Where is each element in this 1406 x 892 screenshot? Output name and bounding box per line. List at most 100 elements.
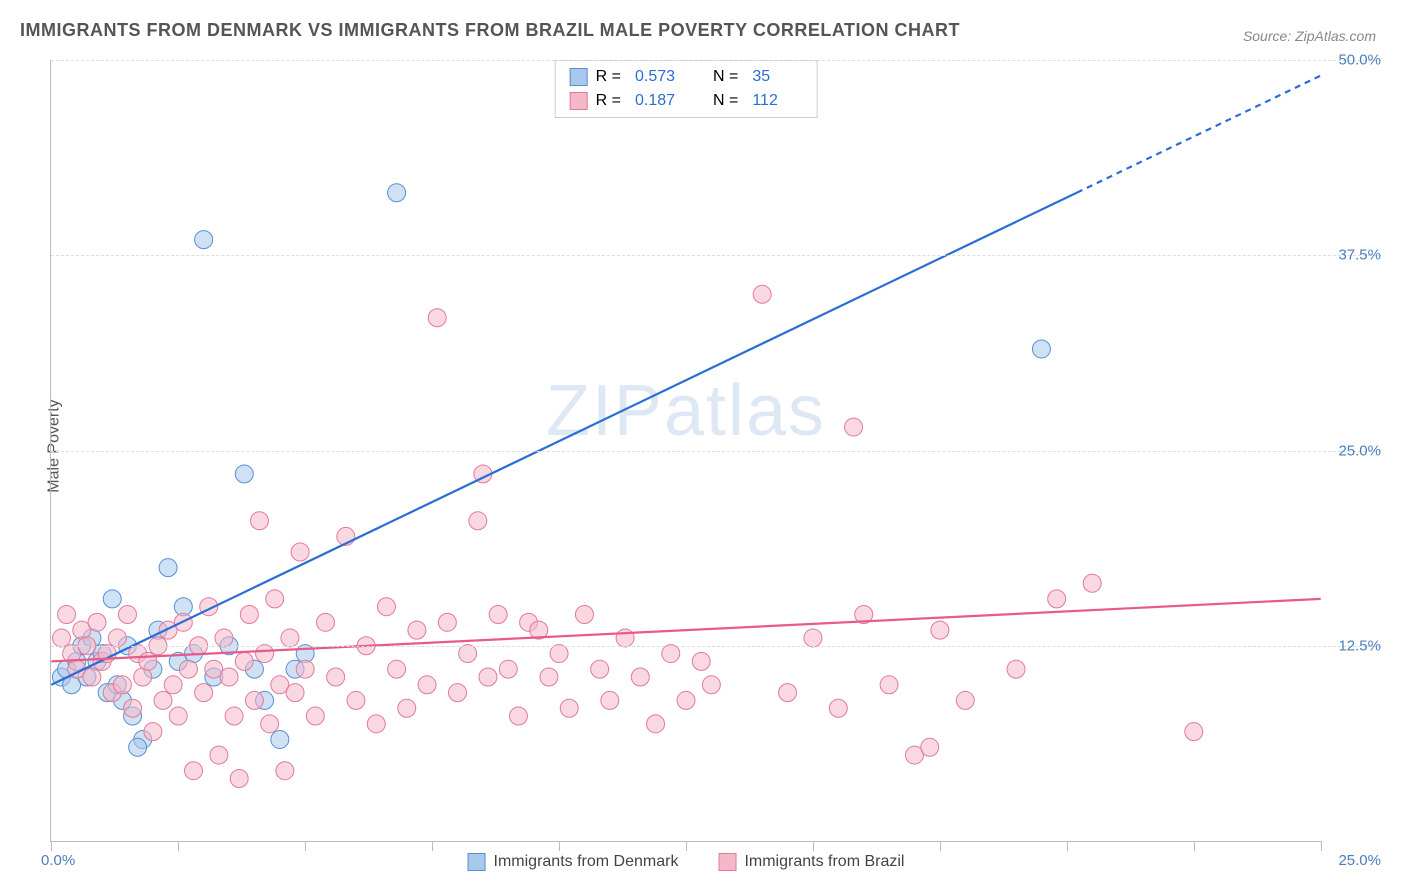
x-tick	[178, 841, 179, 851]
source-attribution: Source: ZipAtlas.com	[1243, 28, 1376, 44]
scatter-point	[779, 684, 797, 702]
legend-row: R =0.573N =35	[570, 65, 803, 89]
scatter-point	[956, 691, 974, 709]
trend-line	[51, 193, 1077, 685]
x-axis-origin-label: 0.0%	[41, 852, 75, 869]
scatter-point	[377, 598, 395, 616]
chart-title: IMMIGRANTS FROM DENMARK VS IMMIGRANTS FR…	[20, 20, 960, 41]
scatter-point	[139, 652, 157, 670]
scatter-point	[184, 762, 202, 780]
correlation-legend: R =0.573N =35R =0.187N =112	[555, 60, 818, 118]
x-tick	[686, 841, 687, 851]
scatter-point	[449, 684, 467, 702]
scatter-point	[692, 652, 710, 670]
legend-swatch	[468, 853, 486, 871]
scatter-point	[540, 668, 558, 686]
scatter-point	[195, 231, 213, 249]
scatter-point	[210, 746, 228, 764]
x-tick	[305, 841, 306, 851]
scatter-point	[256, 645, 274, 663]
scatter-point	[327, 668, 345, 686]
legend-r-label: R =	[596, 89, 621, 113]
scatter-point	[489, 606, 507, 624]
x-tick	[1321, 841, 1322, 851]
gridline-h	[51, 451, 1381, 452]
x-tick	[432, 841, 433, 851]
scatter-point	[306, 707, 324, 725]
scatter-point	[83, 668, 101, 686]
scatter-point	[509, 707, 527, 725]
scatter-point	[591, 660, 609, 678]
legend-row: R =0.187N =112	[570, 89, 803, 113]
source-name: ZipAtlas.com	[1295, 28, 1376, 44]
legend-n-value: 35	[752, 65, 802, 89]
scatter-point	[601, 691, 619, 709]
scatter-point	[388, 184, 406, 202]
y-tick-label: 37.5%	[1338, 247, 1381, 264]
scatter-point	[921, 738, 939, 756]
scatter-point	[829, 699, 847, 717]
scatter-point	[367, 715, 385, 733]
scatter-point	[388, 660, 406, 678]
scatter-point	[469, 512, 487, 530]
scatter-point	[220, 668, 238, 686]
scatter-point	[58, 606, 76, 624]
scatter-point	[408, 621, 426, 639]
scatter-point	[479, 668, 497, 686]
scatter-point	[931, 621, 949, 639]
scatter-point	[225, 707, 243, 725]
x-tick	[1067, 841, 1068, 851]
gridline-h	[51, 255, 1381, 256]
scatter-point	[103, 590, 121, 608]
scatter-point	[560, 699, 578, 717]
scatter-point	[662, 645, 680, 663]
x-tick	[1194, 841, 1195, 851]
scatter-point	[169, 707, 187, 725]
x-axis-max-label: 25.0%	[1338, 852, 1381, 869]
x-tick	[51, 841, 52, 851]
legend-series-name: Immigrants from Brazil	[744, 853, 904, 871]
legend-series-name: Immigrants from Denmark	[494, 853, 679, 871]
scatter-point	[164, 676, 182, 694]
scatter-point	[1083, 574, 1101, 592]
scatter-point	[845, 418, 863, 436]
scatter-point	[129, 738, 147, 756]
legend-r-value: 0.573	[635, 65, 685, 89]
gridline-h	[51, 60, 1381, 61]
scatter-point	[459, 645, 477, 663]
scatter-point	[266, 590, 284, 608]
scatter-point	[271, 730, 289, 748]
scatter-point	[438, 613, 456, 631]
scatter-point	[1032, 340, 1050, 358]
legend-item: Immigrants from Denmark	[468, 853, 679, 871]
scatter-point	[108, 629, 126, 647]
scatter-point	[398, 699, 416, 717]
trend-line	[51, 599, 1320, 661]
scatter-point	[291, 543, 309, 561]
scatter-point	[251, 512, 269, 530]
scatter-point	[235, 652, 253, 670]
legend-swatch	[570, 68, 588, 86]
scatter-point	[52, 629, 70, 647]
source-label: Source:	[1243, 28, 1291, 44]
scatter-point	[124, 699, 142, 717]
scatter-point	[240, 606, 258, 624]
scatter-point	[1185, 723, 1203, 741]
scatter-point	[159, 559, 177, 577]
scatter-point	[261, 715, 279, 733]
scatter-point	[215, 629, 233, 647]
scatter-point	[276, 762, 294, 780]
scatter-point	[118, 606, 136, 624]
scatter-point	[317, 613, 335, 631]
scatter-point	[1048, 590, 1066, 608]
scatter-point	[616, 629, 634, 647]
y-tick-label: 12.5%	[1338, 637, 1381, 654]
legend-r-value: 0.187	[635, 89, 685, 113]
y-tick-label: 50.0%	[1338, 52, 1381, 69]
y-tick-label: 25.0%	[1338, 442, 1381, 459]
scatter-point	[347, 691, 365, 709]
legend-swatch	[718, 853, 736, 871]
legend-n-value: 112	[752, 89, 802, 113]
scatter-point	[195, 684, 213, 702]
legend-item: Immigrants from Brazil	[718, 853, 904, 871]
